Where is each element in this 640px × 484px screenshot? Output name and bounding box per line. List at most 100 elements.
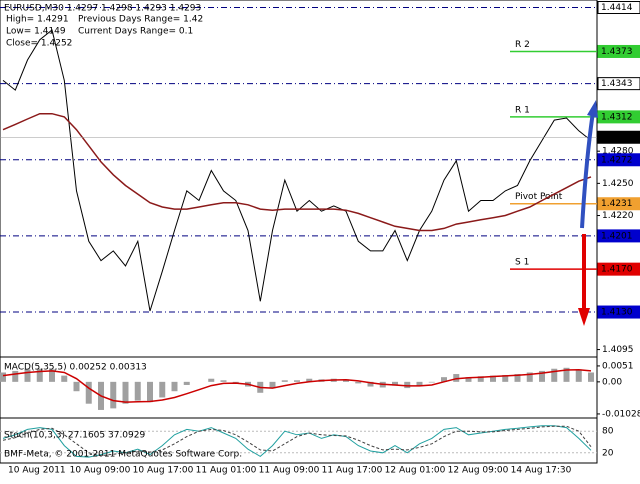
- macd-bar: [588, 372, 594, 382]
- x-tick-label: 14 Aug 17:30: [511, 466, 572, 476]
- price-box: [597, 130, 640, 144]
- macd-label: MACD(5,35,5) 0.00252 0.00313: [4, 363, 147, 373]
- macd-bar: [73, 381, 80, 392]
- macd-bar: [465, 377, 472, 382]
- macd-bar: [428, 381, 435, 383]
- macd-bar: [134, 381, 141, 401]
- macd-bar: [147, 381, 153, 403]
- price-box: [597, 262, 640, 276]
- macd-bar: [36, 368, 43, 382]
- y-tick-label: 0.0051: [602, 361, 634, 371]
- macd-bar: [416, 381, 423, 386]
- macd-bar: [171, 381, 178, 392]
- macd-bar: [539, 370, 545, 382]
- arrow-up: [580, 111, 595, 229]
- macd-bar: [551, 368, 558, 382]
- price-box-label: 1.4231: [601, 199, 633, 209]
- macd-bar: [159, 381, 166, 398]
- info: High= 1.4291: [6, 15, 69, 25]
- price-box-label: 1.4343: [601, 79, 633, 89]
- y-tick-label: 1.4280: [602, 147, 634, 157]
- macd-bar: [453, 374, 460, 382]
- macd-bar: [269, 381, 276, 389]
- y-tick-label: 1.4220: [602, 211, 634, 221]
- x-tick-label: 10 Aug 09:00: [70, 466, 131, 476]
- arrow-up-head: [587, 100, 598, 118]
- macd-bar: [441, 377, 447, 382]
- price-box-label: 1.4130: [601, 308, 633, 318]
- macd-bar: [0, 372, 6, 382]
- macd-bar: [12, 370, 19, 382]
- price-box-label: 1.4414: [601, 3, 633, 13]
- price-box-label: 1.4170: [601, 265, 633, 275]
- info: Close= 1.4252: [6, 39, 72, 49]
- price-box: [597, 197, 640, 211]
- macd-bar: [122, 381, 129, 404]
- y-tick-label: 1.4250: [602, 179, 634, 189]
- macd-bar: [392, 381, 398, 386]
- arrow-down-head: [578, 308, 590, 326]
- pivot-label: R 2: [515, 40, 530, 50]
- x-tick-label: 11 Aug 09:00: [259, 466, 320, 476]
- macd-bar: [575, 369, 582, 382]
- y-tick-label: 1.4095: [602, 345, 634, 355]
- macd-bar: [477, 376, 484, 382]
- x-tick-label: 12 Aug 01:00: [385, 466, 446, 476]
- macd-bar: [183, 381, 190, 385]
- macd-signal: [2, 368, 592, 403]
- info: Low= 1.4149: [6, 27, 66, 37]
- copyright: BMF-Meta, © 2001-2011 MetaQuotes Softwar…: [4, 450, 242, 460]
- price-line: [2, 29, 592, 312]
- macd-bar: [526, 372, 533, 382]
- range: Previous Days Range= 1.42: [78, 15, 203, 25]
- macd-bar: [355, 381, 362, 384]
- y-tick-label: 80: [602, 427, 614, 437]
- macd-bar: [220, 380, 227, 382]
- macd-bar: [24, 369, 31, 382]
- x-tick-label: 11 Aug 01:00: [196, 466, 257, 476]
- price-line: [2, 112, 592, 232]
- macd-bar: [404, 381, 411, 389]
- macd-bar: [306, 378, 313, 382]
- macd-bar: [49, 369, 55, 382]
- price-box: [597, 1, 640, 15]
- price-box-label: 1.4312: [601, 112, 633, 122]
- stoch-label: Stoch(10,3,3) 27.1605 37.0929: [4, 431, 145, 441]
- y-tick-label: -0.01028: [602, 409, 640, 419]
- price-box-label: 1.4201: [601, 231, 633, 241]
- price-box: [597, 77, 640, 91]
- pivot-label: S 1: [515, 258, 529, 268]
- macd-bar: [502, 374, 509, 382]
- price-box: [597, 44, 640, 58]
- macd-bar: [110, 381, 117, 409]
- macd-bar: [294, 380, 300, 382]
- price-box-label: 1.4293: [601, 133, 633, 143]
- price-box: [597, 110, 640, 124]
- stoch-signal: [2, 425, 592, 457]
- macd-bar: [563, 367, 570, 382]
- pivot-label: R 1: [515, 105, 530, 115]
- x-tick-label: 11 Aug 17:00: [322, 466, 383, 476]
- stoch-main: [2, 425, 592, 458]
- price-box: [597, 305, 640, 319]
- price-box: [597, 153, 640, 167]
- y-tick-label: 0.00: [602, 377, 622, 387]
- symbol-line: EURUSD,M30 1.4297 1.4298 1.4293 1.4293: [4, 4, 201, 14]
- price-box: [597, 229, 640, 243]
- price-box-label: 1.4272: [601, 155, 633, 165]
- price-box-label: 1.4373: [601, 47, 633, 57]
- pivot-label: Pivot Point: [515, 192, 563, 202]
- x-tick-label: 10 Aug 17:00: [133, 466, 194, 476]
- macd-bar: [490, 375, 496, 382]
- x-tick-label: 10 Aug 2011: [8, 466, 66, 476]
- range: Current Days Range= 0.1: [78, 27, 193, 37]
- macd-bar: [514, 374, 521, 382]
- x-tick-label: 12 Aug 09:00: [448, 466, 509, 476]
- macd-bar: [61, 375, 68, 382]
- y-tick-label: 20: [602, 448, 614, 458]
- macd-bar: [208, 378, 215, 382]
- macd-bar: [343, 379, 349, 382]
